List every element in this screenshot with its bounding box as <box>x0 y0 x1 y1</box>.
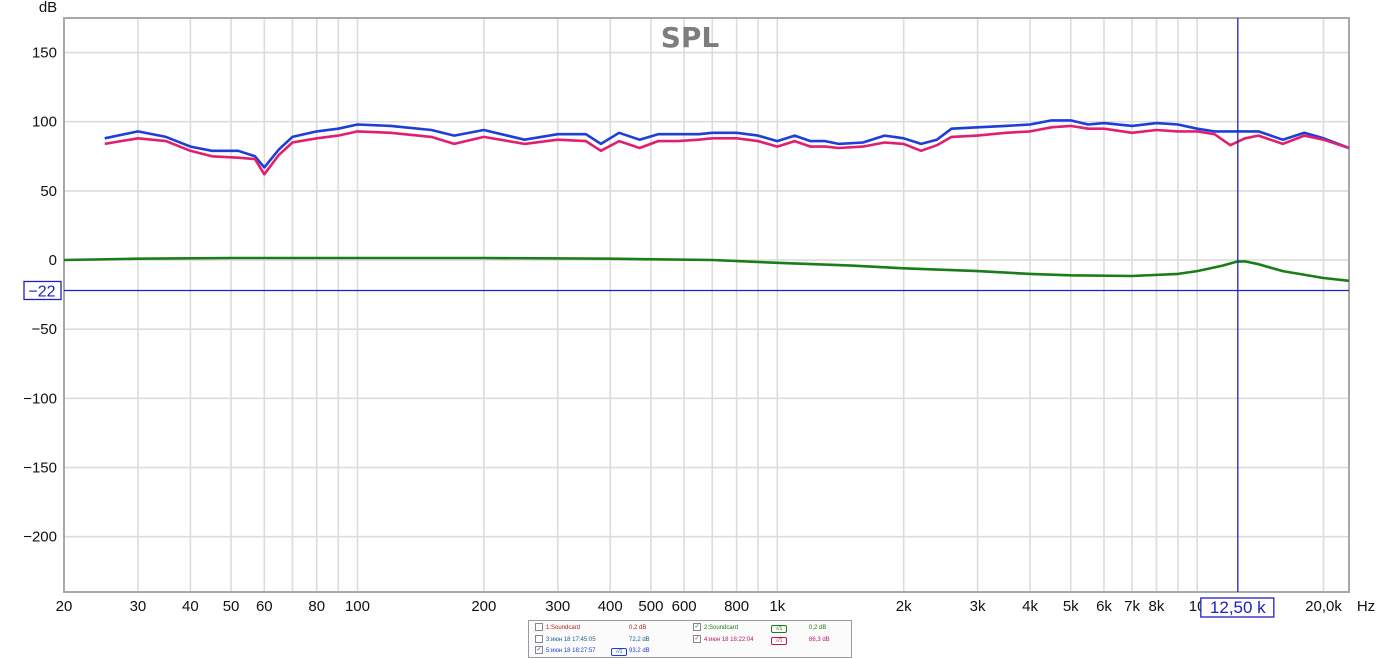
legend-entry-name: 5:июн 18 18:27:57 <box>546 648 596 654</box>
x-tick-label: 60 <box>256 598 273 615</box>
x-tick-label: 6k <box>1096 598 1112 615</box>
cursor[interactable]: −22 12,50 k <box>23 18 1349 618</box>
x-tick-label: 500 <box>638 598 663 615</box>
y-axis-unit: dB <box>39 0 57 16</box>
legend-entry-value: 0,2 dB <box>809 625 827 631</box>
x-tick-label: 2k <box>896 598 912 615</box>
cursor-y-readout-box <box>23 280 62 301</box>
legend-entry: ✓ 4:июн 18 18:22:04 <box>693 634 754 646</box>
legend-entry-value: 93,2 dB <box>629 648 650 654</box>
legend-line-style-icon[interactable]: √/1 <box>771 636 787 645</box>
x-tick-label: 30 <box>130 598 147 615</box>
legend-entry-value: 86,3 dB <box>809 636 830 643</box>
x-tick-label: 3k <box>970 598 986 615</box>
x-tick-label: 200 <box>471 598 496 615</box>
cursor-x-readout: 12,50 k <box>1210 598 1266 617</box>
x-tick-label: 50 <box>223 598 240 615</box>
x-tick-label: 8k <box>1149 598 1165 615</box>
x-tick-label: 80 <box>308 598 325 615</box>
legend-checkbox[interactable] <box>535 623 543 632</box>
x-tick-label: 7k <box>1124 598 1140 615</box>
legend-entry-value: 72,2 dB <box>629 636 650 643</box>
x-tick-label: 5k <box>1063 598 1079 615</box>
y-tick-label: −200 <box>23 529 57 546</box>
x-tick-label: 600 <box>672 598 697 615</box>
y-tick-label: 150 <box>32 45 57 62</box>
legend-entry-value: 0,2 dB <box>629 625 647 631</box>
x-tick-label: 100 <box>345 598 370 615</box>
x-tick-label: 4k <box>1022 598 1038 615</box>
x-axis-unit: Hz <box>1357 598 1375 615</box>
legend-panel: 1:Soundcard 0,2 dB ✓ 2:Soundcard √/1 0,2 dB 3:… <box>528 620 852 658</box>
y-tick-label: 100 <box>32 114 57 131</box>
x-tick-label: 20,0k <box>1305 598 1342 615</box>
cursor-x-readout-box <box>1200 597 1275 618</box>
legend-checkbox[interactable]: ✓ <box>693 634 701 643</box>
legend-checkbox[interactable] <box>535 634 543 643</box>
y-tick-label: 50 <box>40 183 57 200</box>
chart-title: SPL <box>661 21 720 54</box>
legend-entry-name: 2:Soundcard <box>704 625 739 631</box>
y-tick-label: −100 <box>23 390 57 407</box>
y-tick-label: −50 <box>32 321 57 338</box>
legend-entry: ✓ 5:июн 18 18:27:57 <box>535 646 596 657</box>
cursor-y-readout: −22 <box>28 283 55 300</box>
x-axis-ticks: 20 30 40 50 60 80 100 200 300 400 500 600 800 1k 2k 3k 4… <box>56 598 1343 615</box>
legend-checkbox[interactable]: ✓ <box>535 646 543 655</box>
x-tick-label: 20 <box>56 598 73 615</box>
series-lines <box>63 119 1350 283</box>
legend-line-style-icon[interactable]: √/1 <box>611 648 627 656</box>
x-tick-label: 800 <box>724 598 749 615</box>
x-tick-label: 40 <box>182 598 199 615</box>
y-tick-label: −150 <box>23 460 57 477</box>
legend-entry-name: 4:июн 18 18:22:04 <box>704 636 754 643</box>
series-line <box>104 124 1350 176</box>
grid-lines <box>63 18 1349 592</box>
legend-line-style-icon[interactable]: √/1 <box>771 625 787 633</box>
y-axis-ticks: 150 100 50 0 −50 −100 −150 −200 <box>23 45 57 546</box>
plot-frame <box>63 17 1350 593</box>
legend-entry: 3:июн 18 17:45:05 <box>535 634 596 646</box>
legend-entry: 1:Soundcard <box>535 623 580 634</box>
x-tick-label: 1k <box>769 598 785 615</box>
legend-checkbox[interactable]: ✓ <box>693 623 701 632</box>
x-tick-label: 400 <box>598 598 623 615</box>
x-tick-label: 300 <box>545 598 570 615</box>
legend-entry-name: 1:Soundcard <box>546 625 581 631</box>
series-line <box>104 119 1350 169</box>
series-line <box>63 256 1350 283</box>
y-tick-label: 0 <box>49 252 57 269</box>
legend-entry: ✓ 2:Soundcard <box>693 623 738 634</box>
legend-entry-name: 3:июн 18 17:45:05 <box>546 636 596 643</box>
